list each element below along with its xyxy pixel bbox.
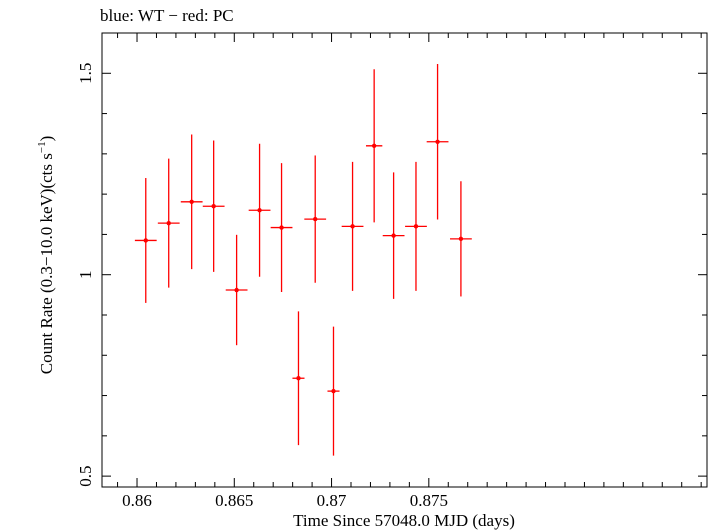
x-axis-ticks: 0.86 0.865 0.87 0.875	[117, 33, 702, 510]
point-marker	[371, 143, 377, 148]
y-tick-label: 1	[76, 270, 95, 279]
data-point	[304, 155, 327, 283]
point-marker	[189, 199, 194, 204]
point-marker	[350, 224, 355, 229]
point-marker	[279, 225, 284, 230]
chart-title: blue: WT − red: PC	[100, 6, 234, 25]
y-axis-label: Count Rate (0.3−10.0 keV)(cts s−1)	[36, 136, 56, 375]
data-point	[134, 178, 157, 303]
data-point	[180, 134, 203, 270]
data-point	[450, 181, 472, 297]
data-point	[248, 143, 271, 277]
x-tick-label: 0.865	[215, 491, 253, 510]
x-tick-label: 0.87	[317, 491, 347, 510]
point-marker	[234, 287, 239, 293]
data-point	[292, 311, 305, 446]
y-tick-label: 1.5	[76, 63, 95, 84]
data-points	[134, 64, 472, 456]
data-point	[225, 234, 248, 346]
point-marker	[413, 224, 419, 229]
data-point	[270, 163, 293, 293]
data-point	[157, 158, 180, 288]
data-point	[426, 64, 449, 220]
point-marker	[143, 238, 148, 243]
data-point	[365, 69, 383, 223]
x-axis-label: Time Since 57048.0 MJD (days)	[293, 511, 515, 530]
data-point	[327, 326, 340, 456]
plot-frame	[101, 32, 708, 488]
point-marker	[391, 233, 396, 238]
y-axis-ticks: 0.5 1 1.5	[76, 32, 707, 487]
y-tick-label: 0.5	[76, 465, 95, 486]
x-tick-label: 0.86	[122, 491, 152, 510]
data-point	[202, 140, 225, 272]
data-point	[382, 172, 405, 299]
point-marker	[166, 220, 171, 226]
point-marker	[458, 236, 464, 242]
data-point	[405, 161, 427, 291]
point-marker	[211, 204, 216, 209]
x-tick-label: 0.875	[410, 491, 448, 510]
point-marker	[257, 208, 262, 213]
point-marker	[296, 376, 301, 381]
point-marker	[313, 216, 318, 222]
point-marker	[435, 139, 440, 144]
point-marker	[331, 388, 336, 394]
data-point	[341, 161, 364, 291]
